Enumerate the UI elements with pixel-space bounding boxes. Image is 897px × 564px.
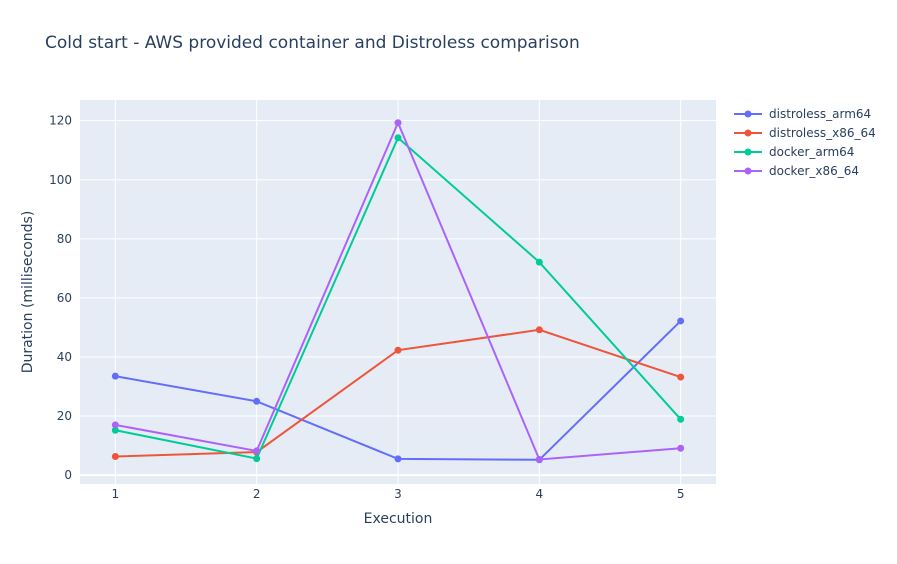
series-lines — [111, 119, 685, 464]
data-point[interactable] — [535, 258, 543, 266]
y-tick-label: 120 — [49, 114, 72, 128]
legend-item[interactable]: distroless_arm64 — [733, 104, 876, 123]
data-point[interactable] — [253, 455, 261, 463]
data-point[interactable] — [111, 421, 119, 429]
data-point[interactable] — [394, 134, 402, 142]
y-tick-label: 100 — [49, 173, 72, 187]
y-tick-label: 20 — [57, 409, 72, 423]
data-point[interactable] — [253, 447, 261, 455]
legend-swatch — [734, 167, 762, 174]
legend-label: docker_x86_64 — [769, 163, 860, 178]
x-tick-label: 4 — [536, 487, 544, 501]
series-docker-x86-64 — [111, 119, 685, 463]
data-point[interactable] — [394, 346, 402, 354]
data-point[interactable] — [111, 372, 119, 380]
data-point[interactable] — [394, 455, 402, 463]
legend-swatch — [734, 148, 762, 155]
data-point[interactable] — [111, 453, 119, 461]
data-point[interactable] — [677, 317, 685, 325]
data-point[interactable] — [394, 119, 402, 127]
legend-label: docker_arm64 — [769, 144, 855, 159]
y-tick-label: 40 — [57, 350, 72, 364]
series-docker-arm64 — [111, 134, 685, 463]
data-point[interactable] — [111, 426, 119, 434]
x-axis-label: Execution — [363, 511, 433, 527]
y-tick-label: 0 — [64, 468, 72, 482]
x-tick-label: 2 — [253, 487, 261, 501]
data-point[interactable] — [535, 326, 543, 334]
legend: distroless_arm64 distroless_x86_64 docker_… — [733, 104, 876, 180]
chart-title: Cold start - AWS provided container and … — [45, 33, 580, 53]
x-axis-ticks: 1 2 3 4 5 — [112, 487, 685, 501]
y-tick-label: 60 — [57, 291, 72, 305]
legend-item[interactable]: distroless_x86_64 — [733, 123, 876, 142]
legend-label: distroless_x86_64 — [769, 125, 876, 140]
y-axis-label: Duration (milliseconds) — [20, 210, 36, 374]
data-point[interactable] — [677, 444, 685, 452]
legend-swatch — [734, 110, 762, 117]
data-point[interactable] — [677, 373, 685, 381]
y-tick-label: 80 — [57, 232, 72, 246]
x-tick-label: 5 — [677, 487, 685, 501]
data-point[interactable] — [253, 397, 261, 405]
legend-swatch — [734, 129, 762, 136]
legend-item[interactable]: docker_x86_64 — [733, 161, 876, 180]
legend-label: distroless_arm64 — [769, 106, 872, 121]
data-point[interactable] — [677, 415, 685, 423]
y-axis-ticks: 0 20 40 60 80 100 120 — [49, 114, 72, 482]
x-tick-label: 3 — [394, 487, 402, 501]
x-tick-label: 1 — [112, 487, 120, 501]
legend-item[interactable]: docker_arm64 — [733, 142, 876, 161]
data-point[interactable] — [535, 455, 543, 463]
